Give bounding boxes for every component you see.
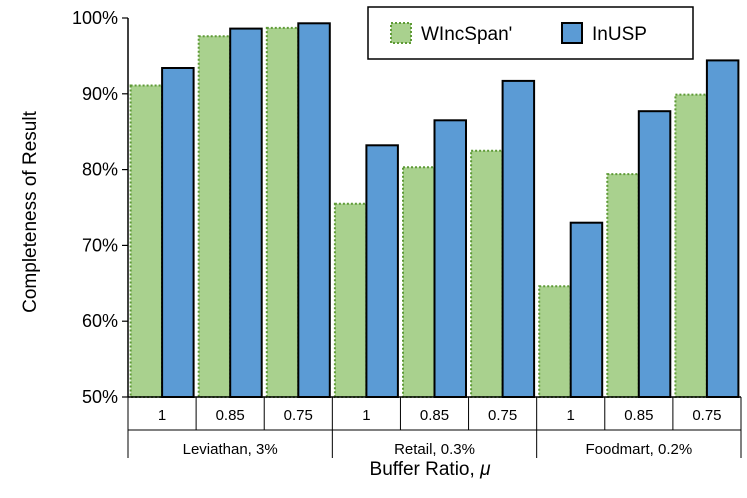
bar-wincspan-4 bbox=[402, 166, 436, 398]
legend-label-wincspan: WIncSpan' bbox=[421, 24, 512, 45]
bar-wincspan-6 bbox=[538, 285, 572, 398]
x-category-label: 1 bbox=[158, 407, 166, 424]
y-tick-label: 60% bbox=[82, 311, 118, 331]
y-tick-label: 100% bbox=[72, 8, 118, 28]
legend-box bbox=[367, 6, 694, 60]
x-category-label: 0.85 bbox=[420, 407, 449, 424]
x-group-label: Retail, 0.3% bbox=[394, 441, 475, 458]
x-group-label: Foodmart, 0.2% bbox=[585, 441, 692, 458]
x-category-label: 0.85 bbox=[624, 407, 653, 424]
legend: WIncSpan' InUSP bbox=[367, 6, 694, 60]
bar-wincspan-0 bbox=[129, 84, 164, 398]
y-tick-label: 70% bbox=[82, 235, 118, 255]
legend-label-inusp: InUSP bbox=[592, 24, 647, 45]
legend-swatch-wincspan bbox=[390, 22, 412, 44]
legend-swatch-inusp bbox=[561, 22, 583, 44]
y-tick-label: 90% bbox=[82, 84, 118, 104]
bar-inusp-3 bbox=[365, 144, 399, 398]
x-category-label: 0.75 bbox=[284, 407, 313, 424]
bar-inusp-0 bbox=[161, 67, 195, 398]
bar-inusp-7 bbox=[637, 110, 672, 398]
bar-inusp-5 bbox=[501, 79, 536, 399]
x-category-label: 1 bbox=[362, 407, 370, 424]
bar-inusp-8 bbox=[705, 59, 740, 399]
x-category-label: 0.75 bbox=[692, 407, 721, 424]
x-category-label: 1 bbox=[567, 407, 575, 424]
x-axis-title-text: Buffer Ratio, bbox=[370, 459, 481, 480]
bars-layer bbox=[129, 22, 740, 399]
bar-wincspan-8 bbox=[674, 93, 708, 398]
axes-layer bbox=[122, 17, 742, 458]
bar-inusp-6 bbox=[569, 221, 604, 398]
y-tick-label: 80% bbox=[82, 160, 118, 180]
bar-wincspan-3 bbox=[333, 202, 368, 398]
x-category-label: 0.75 bbox=[488, 407, 517, 424]
bar-inusp-4 bbox=[433, 119, 467, 399]
x-axis-title-symbol: μ bbox=[479, 459, 491, 480]
bar-wincspan-1 bbox=[197, 35, 232, 398]
bar-inusp-1 bbox=[229, 27, 263, 398]
labels-layer: 50% 60% 70% 80% 90% 100% 1 0.85 0.75 1 0.85 0.75 1 0.… bbox=[72, 8, 722, 458]
x-category-label: 0.85 bbox=[216, 407, 245, 424]
x-group-label: Leviathan, 3% bbox=[183, 441, 278, 458]
y-axis-title: Completeness of Result bbox=[20, 110, 41, 312]
x-axis-title: Buffer Ratio, μ bbox=[370, 459, 492, 480]
bar-wincspan-5 bbox=[470, 149, 504, 398]
bar-inusp-2 bbox=[297, 22, 331, 399]
bar-wincspan-7 bbox=[606, 173, 640, 398]
bar-wincspan-2 bbox=[265, 26, 300, 399]
y-tick-label: 50% bbox=[82, 387, 118, 407]
